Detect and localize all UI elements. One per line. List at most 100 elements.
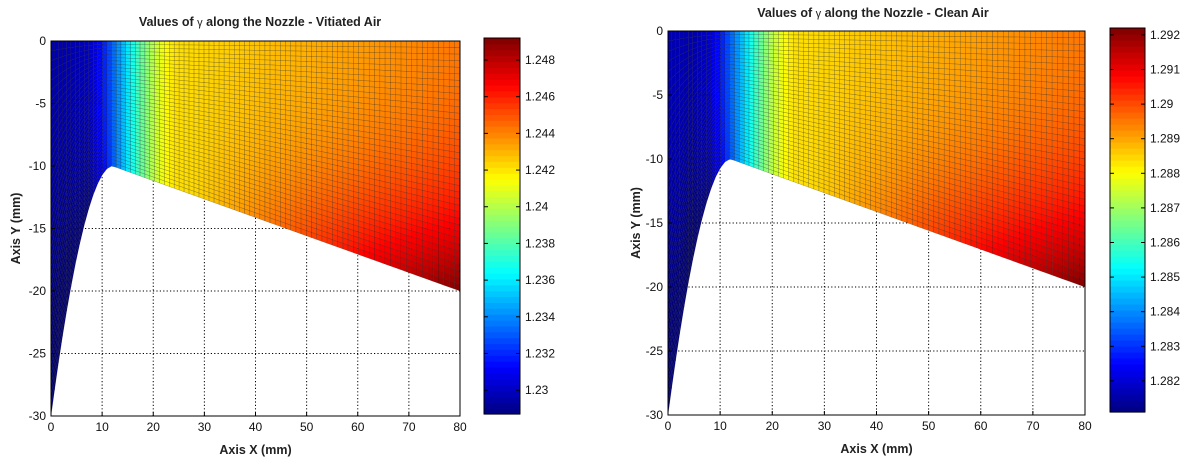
mesh-cell	[208, 45, 215, 50]
mesh-cell	[130, 61, 136, 66]
mesh-cell	[449, 53, 455, 61]
mesh-cell	[154, 40, 160, 45]
mesh-cell	[400, 58, 407, 66]
mesh-cell	[316, 98, 323, 105]
mesh-cell	[229, 45, 235, 51]
mesh-cell	[353, 96, 359, 104]
mesh-cell	[106, 47, 112, 52]
mesh-cell	[363, 86, 370, 93]
mesh-cell	[753, 59, 760, 64]
mesh-cell	[218, 58, 225, 63]
mesh-cell	[844, 39, 850, 45]
mesh-cell	[793, 66, 799, 72]
mesh-cell	[422, 127, 428, 136]
mesh-cell	[818, 35, 825, 40]
mesh-cell	[432, 40, 439, 48]
mesh-cell	[234, 98, 240, 105]
mesh-cell	[178, 72, 185, 77]
mesh-cell	[778, 61, 784, 67]
mesh-cell	[326, 78, 333, 85]
mesh-cell	[400, 113, 407, 121]
mesh-cell	[208, 40, 215, 46]
mesh-cell	[316, 124, 323, 131]
mesh-cell	[384, 122, 391, 131]
mesh-cell	[269, 93, 276, 100]
mesh-cell	[395, 106, 402, 114]
mesh-cell	[218, 88, 225, 94]
mesh-cell	[295, 55, 302, 62]
mesh-cell	[342, 57, 349, 64]
mesh-cell	[788, 70, 794, 75]
mesh-cell	[427, 65, 434, 73]
mesh-cell	[422, 84, 428, 92]
mesh-cell	[198, 69, 205, 75]
mesh-cell	[169, 63, 175, 69]
mesh-cell	[102, 40, 108, 45]
mesh-cell	[213, 70, 220, 76]
colorbar-band	[484, 302, 520, 309]
mesh-cell	[875, 59, 882, 65]
mesh-cell	[353, 85, 359, 92]
mesh-cell	[208, 87, 215, 93]
mesh-cell	[406, 83, 412, 91]
mesh-cell	[239, 85, 245, 92]
mesh-cell	[280, 94, 286, 101]
mesh-cell	[422, 159, 428, 167]
mesh-cell	[229, 54, 235, 59]
mesh-cell	[783, 57, 789, 63]
mesh-cell	[295, 101, 302, 108]
mesh-cell	[306, 92, 312, 99]
mesh-cell	[234, 94, 240, 100]
mesh-cell	[169, 48, 175, 53]
mesh-cell	[130, 44, 136, 49]
mesh-cell	[384, 64, 391, 71]
mesh-cell	[358, 52, 365, 59]
mesh-cell	[374, 52, 381, 59]
mesh-cell	[374, 92, 381, 100]
mesh-cell	[321, 93, 328, 100]
mesh-cell	[332, 105, 338, 112]
mesh-cell	[106, 57, 112, 62]
mesh-cell	[332, 46, 338, 53]
mesh-cell	[347, 40, 354, 47]
mesh-cell	[369, 126, 375, 134]
mesh-cell	[154, 59, 160, 64]
mesh-cell	[834, 74, 840, 80]
mesh-cell	[300, 56, 307, 62]
mesh-cell	[229, 71, 235, 77]
colorbar-band	[484, 149, 520, 157]
mesh-cell	[395, 148, 402, 156]
mesh-cell	[416, 127, 423, 135]
mesh-cell	[422, 152, 428, 161]
mesh-cell	[116, 50, 122, 55]
mesh-cell	[169, 52, 175, 57]
colorbar-band	[484, 184, 520, 192]
mesh-cell	[744, 58, 750, 64]
mesh-cell	[384, 111, 391, 119]
mesh-cell	[411, 120, 418, 128]
mesh-cell	[311, 45, 317, 52]
mesh-cell	[369, 57, 375, 65]
mesh-cell	[839, 83, 845, 90]
mesh-cell	[50, 40, 55, 52]
mesh-cell	[290, 95, 297, 102]
mesh-cell	[264, 102, 271, 109]
mesh-cell	[406, 119, 412, 127]
mesh-cell	[416, 84, 423, 91]
mesh-cell	[259, 45, 266, 51]
mesh-cell	[116, 44, 122, 48]
mesh-cell	[395, 76, 402, 84]
mesh-cell	[342, 106, 349, 113]
mesh-cell	[808, 51, 815, 57]
mesh-cell	[249, 72, 255, 79]
mesh-cell	[203, 82, 210, 88]
mesh-cell	[753, 63, 760, 68]
mesh-cell	[295, 86, 302, 92]
mesh-cell	[159, 52, 165, 57]
mesh-cell	[422, 65, 428, 73]
mesh-cell	[379, 46, 386, 53]
mesh-cell	[773, 68, 779, 74]
mesh-cell	[239, 90, 245, 96]
mesh-cell	[783, 73, 789, 79]
mesh-cell	[758, 49, 764, 54]
